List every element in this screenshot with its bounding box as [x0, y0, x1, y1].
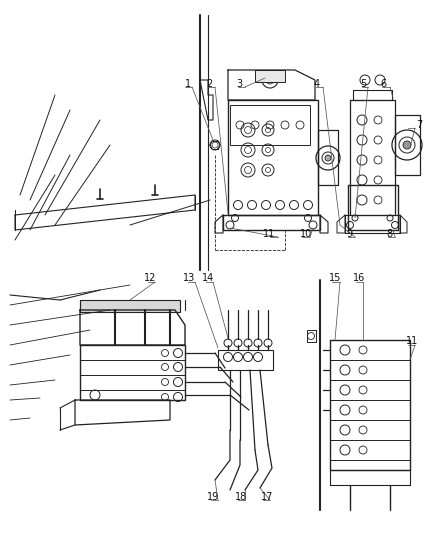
Text: 1: 1: [185, 79, 191, 89]
Text: 19: 19: [207, 492, 219, 502]
Text: 9: 9: [346, 229, 352, 239]
Text: 8: 8: [386, 229, 392, 239]
Text: 15: 15: [329, 273, 341, 283]
Text: 2: 2: [206, 79, 212, 89]
Text: 5: 5: [360, 79, 366, 89]
Text: 11: 11: [263, 229, 275, 239]
Bar: [255, 70, 285, 82]
Circle shape: [325, 155, 331, 161]
Text: 14: 14: [202, 273, 214, 283]
Circle shape: [403, 141, 411, 149]
Bar: [230, 105, 310, 145]
Text: 13: 13: [183, 273, 195, 283]
Text: 6: 6: [380, 79, 386, 89]
Text: 3: 3: [236, 79, 242, 89]
Text: 18: 18: [235, 492, 247, 502]
Text: 4: 4: [314, 79, 320, 89]
Text: 7: 7: [416, 120, 422, 130]
Text: 10: 10: [300, 229, 312, 239]
Text: 17: 17: [261, 492, 273, 502]
Text: 11: 11: [406, 336, 418, 346]
Bar: [80, 300, 180, 312]
Bar: [218, 350, 273, 370]
Text: 16: 16: [353, 273, 365, 283]
Text: 12: 12: [144, 273, 156, 283]
